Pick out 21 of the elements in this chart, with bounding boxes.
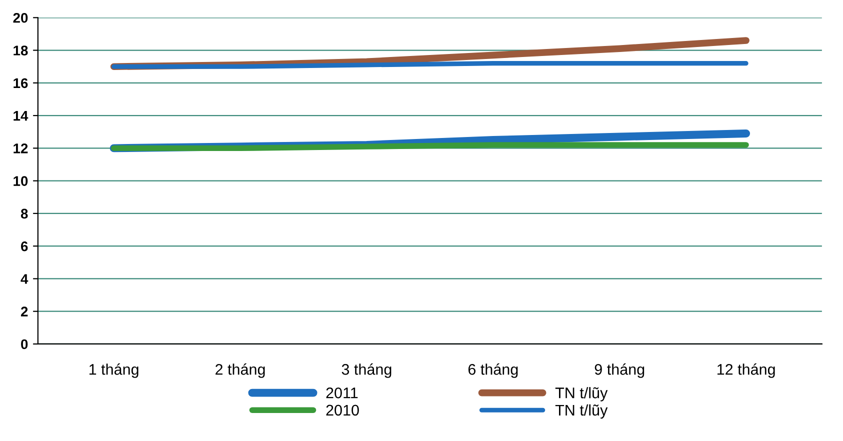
x-tick-label: 6 tháng <box>468 363 518 378</box>
legend-label: TN t/lũy <box>555 404 608 419</box>
y-tick-label: 8 <box>20 208 28 219</box>
legend-label: TN t/lũy <box>555 387 608 402</box>
y-tick-label: 4 <box>20 274 28 284</box>
x-tick-label: 3 tháng <box>342 363 392 378</box>
y-tick-label: 2 <box>20 306 28 316</box>
y-tick-label: 20 <box>13 12 28 23</box>
y-tick-label: 18 <box>14 46 28 56</box>
x-tick-label: 12 tháng <box>717 363 775 378</box>
legend-label: 2010 <box>326 404 359 416</box>
x-tick-label: 2 tháng <box>216 363 265 378</box>
x-tick-label: 9 tháng <box>594 363 644 378</box>
y-tick-label: 16 <box>14 78 28 88</box>
y-tick-label: 0 <box>21 339 28 350</box>
legend-label: 2011 <box>326 388 358 398</box>
y-tick-label: 6 <box>20 241 28 252</box>
y-tick-label: 10 <box>14 176 28 186</box>
y-tick-label: 14 <box>14 111 28 121</box>
y-tick-label: 12 <box>14 144 28 154</box>
x-tick-label: 1 tháng <box>89 363 138 378</box>
